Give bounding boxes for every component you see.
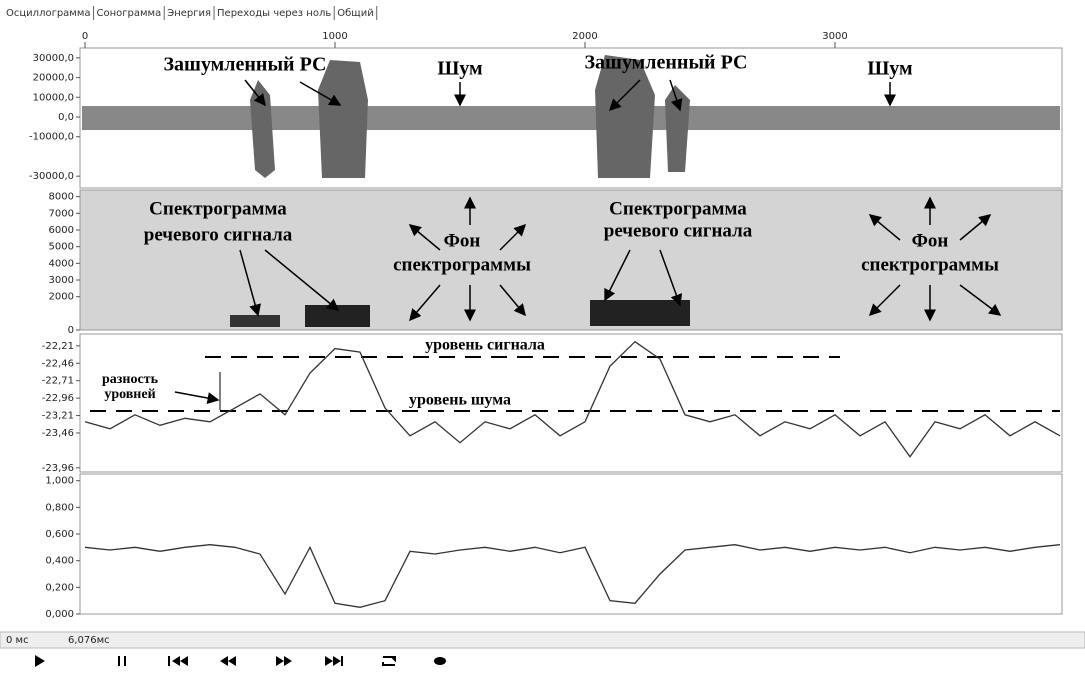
y-tick-label: -30000,0 xyxy=(29,171,74,182)
annotation: Шум xyxy=(867,58,912,80)
y-tick-label: -22,46 xyxy=(42,358,74,369)
annotation: Фон xyxy=(444,230,481,251)
play-button[interactable] xyxy=(35,655,45,667)
status-end: 6,076мс xyxy=(68,635,110,646)
annotation: уровней xyxy=(104,387,155,402)
y-tick-label: 0,000 xyxy=(45,609,74,620)
annotation: речевого сигнала xyxy=(144,224,293,245)
y-tick-label: -22,96 xyxy=(42,393,74,404)
speech-burst xyxy=(318,60,368,178)
annotation: Шум xyxy=(437,58,482,80)
y-tick-label: -23,21 xyxy=(42,411,74,422)
y-tick-label: 1,000 xyxy=(45,476,74,487)
pause-button[interactable] xyxy=(118,656,120,666)
y-tick-label: 0 xyxy=(68,325,74,336)
y-tick-label: -22,21 xyxy=(42,341,74,352)
spectrogram-energy xyxy=(230,315,280,327)
y-tick-label: 0,200 xyxy=(45,582,74,593)
annotation: речевого сигнала xyxy=(604,220,753,241)
y-tick-label: 3000 xyxy=(49,275,74,286)
x-tick-label: 1000 xyxy=(322,31,347,42)
y-tick-label: 5000 xyxy=(49,242,74,253)
noise-band xyxy=(82,106,1060,130)
y-tick-label: 10000,0 xyxy=(33,92,74,103)
page: Signal analysis html, body { margin: 0; … xyxy=(0,0,1085,679)
y-tick-label: -23,46 xyxy=(42,428,74,439)
annotation: спектрограммы xyxy=(861,254,999,275)
annotation: Спектрограмма xyxy=(149,198,287,219)
y-tick-label: 20000,0 xyxy=(33,73,74,84)
body: { "tabs": ["Осциллограмма", "Сонограмма"… xyxy=(0,0,1085,679)
status-start: 0 мс xyxy=(6,635,29,646)
controls xyxy=(35,655,446,667)
tab[interactable]: Сонограмма xyxy=(97,8,162,19)
annotation: Фон xyxy=(912,230,949,251)
rewind-button[interactable] xyxy=(220,656,236,666)
y-tick-label: 0,0 xyxy=(58,112,74,123)
tab[interactable]: Переходы через ноль xyxy=(217,8,331,19)
y-tick-label: 6000 xyxy=(49,225,74,236)
spectrogram-energy xyxy=(590,300,690,326)
y-tick-label: -23,96 xyxy=(42,463,74,474)
x-tick-label: 2000 xyxy=(572,31,597,42)
loop-button[interactable] xyxy=(383,657,395,665)
annotation: Зашумленный РС xyxy=(585,52,748,74)
annotation: Спектрограмма xyxy=(609,198,747,219)
annotation: уровень шума xyxy=(409,392,511,409)
annotation: разность xyxy=(102,372,159,387)
to-start-button[interactable] xyxy=(168,656,188,666)
y-tick-label: 2000 xyxy=(49,292,74,303)
record-button[interactable] xyxy=(434,657,446,665)
tab[interactable]: Общий xyxy=(337,8,373,19)
annotation: уровень сигнала xyxy=(425,337,545,354)
annotation: спектрограммы xyxy=(393,254,531,275)
forward-button[interactable] xyxy=(276,656,292,666)
y-tick-label: 4000 xyxy=(49,258,74,269)
y-tick-label: 0,800 xyxy=(45,502,74,513)
y-tick-label: -22,71 xyxy=(42,376,74,387)
y-tick-label: 0,400 xyxy=(45,556,74,567)
status-bar xyxy=(0,632,1085,648)
to-end-button[interactable] xyxy=(325,656,343,666)
tab[interactable]: Осциллограмма xyxy=(6,8,91,19)
energy-panel xyxy=(80,334,1062,472)
y-tick-label: 8000 xyxy=(49,192,74,203)
y-tick-label: -10000,0 xyxy=(29,132,74,143)
annotation: Зашумленный РС xyxy=(164,54,327,76)
spectrogram-energy xyxy=(305,305,370,327)
y-tick-label: 30000,0 xyxy=(33,53,74,64)
pause-button[interactable] xyxy=(124,656,126,666)
tab[interactable]: Энергия xyxy=(167,8,211,19)
screen: Зашумленный РС Шум Зашумленный РС Шум Сп… xyxy=(0,0,1085,679)
ratio-panel xyxy=(80,474,1062,614)
y-tick-label: 7000 xyxy=(49,208,74,219)
x-tick-label: 3000 xyxy=(822,31,847,42)
y-tick-label: 0,600 xyxy=(45,529,74,540)
x-tick-label: 0 xyxy=(82,31,88,42)
